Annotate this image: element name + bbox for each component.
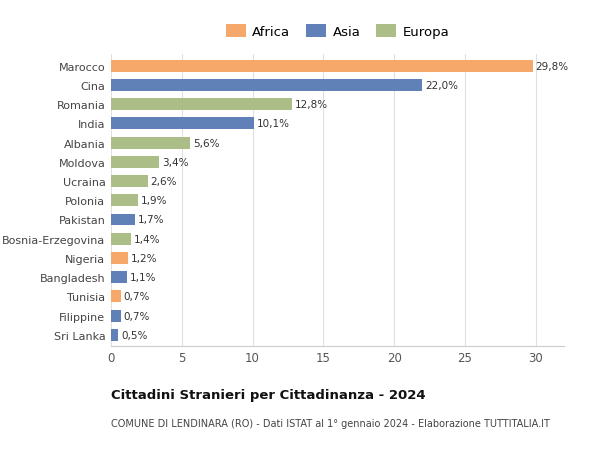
Legend: Africa, Asia, Europa: Africa, Asia, Europa bbox=[222, 21, 453, 43]
Bar bbox=[111, 233, 131, 245]
Bar bbox=[111, 61, 533, 73]
Text: 1,7%: 1,7% bbox=[138, 215, 164, 225]
Bar bbox=[111, 214, 135, 226]
Text: 1,9%: 1,9% bbox=[141, 196, 167, 206]
Text: 0,7%: 0,7% bbox=[124, 311, 150, 321]
Bar bbox=[111, 272, 127, 284]
Text: 2,6%: 2,6% bbox=[151, 177, 177, 187]
Text: 1,1%: 1,1% bbox=[130, 273, 156, 282]
Bar bbox=[111, 137, 190, 149]
Text: 29,8%: 29,8% bbox=[536, 62, 569, 72]
Text: 1,4%: 1,4% bbox=[134, 234, 160, 244]
Bar bbox=[111, 329, 118, 341]
Bar bbox=[111, 176, 148, 188]
Bar bbox=[111, 118, 254, 130]
Text: 3,4%: 3,4% bbox=[162, 157, 188, 168]
Bar bbox=[111, 99, 292, 111]
Text: Cittadini Stranieri per Cittadinanza - 2024: Cittadini Stranieri per Cittadinanza - 2… bbox=[111, 388, 425, 401]
Bar bbox=[111, 291, 121, 302]
Text: 1,2%: 1,2% bbox=[131, 253, 157, 263]
Text: 5,6%: 5,6% bbox=[193, 138, 220, 148]
Bar bbox=[111, 195, 138, 207]
Text: 0,7%: 0,7% bbox=[124, 292, 150, 302]
Bar bbox=[111, 80, 422, 92]
Bar bbox=[111, 157, 159, 168]
Text: 22,0%: 22,0% bbox=[425, 81, 458, 91]
Bar bbox=[111, 252, 128, 264]
Text: 12,8%: 12,8% bbox=[295, 100, 328, 110]
Text: COMUNE DI LENDINARA (RO) - Dati ISTAT al 1° gennaio 2024 - Elaborazione TUTTITAL: COMUNE DI LENDINARA (RO) - Dati ISTAT al… bbox=[111, 418, 550, 428]
Text: 0,5%: 0,5% bbox=[121, 330, 147, 340]
Bar bbox=[111, 310, 121, 322]
Text: 10,1%: 10,1% bbox=[257, 119, 290, 129]
